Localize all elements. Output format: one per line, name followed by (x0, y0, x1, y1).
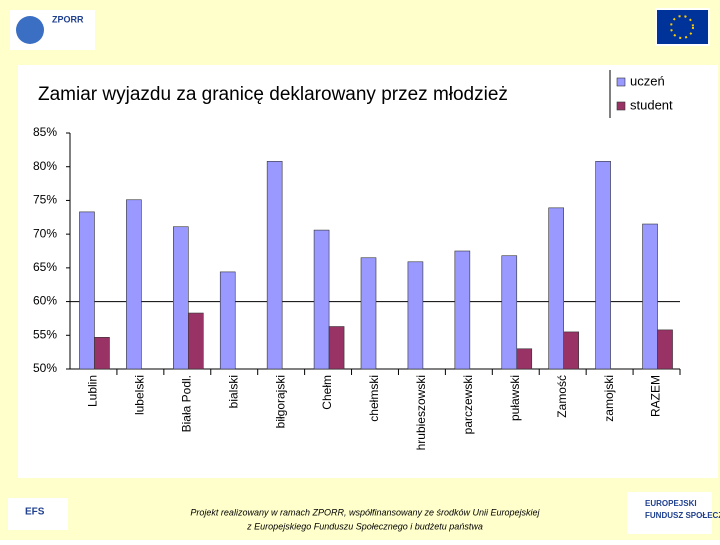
footer-text: z Europejskiego Funduszu Społecznego i b… (246, 521, 483, 531)
x-tick-label: zamojski (602, 375, 616, 422)
y-tick-label: 70% (33, 226, 57, 240)
logo-icon (16, 16, 44, 44)
logo-text: FUNDUSZ SPOŁECZNY (645, 511, 720, 520)
logo-box (627, 492, 712, 534)
x-tick-label: Biała Podl. (179, 375, 193, 432)
x-tick-label: RAZEM (649, 375, 663, 417)
bar (328, 326, 345, 370)
bar (501, 255, 518, 370)
logo-zporr: ZPORR (10, 10, 95, 50)
logo-efs-right: EUROPEJSKI FUNDUSZ SPOŁECZNY (627, 492, 720, 534)
footer-text: Projekt realizowany w ramach ZPORR, wspó… (190, 507, 540, 517)
x-tick-label: puławski (508, 375, 522, 421)
logo-text: EUROPEJSKI (645, 499, 697, 508)
chart-title: Zamiar wyjazdu za granicę deklarowany pr… (38, 84, 508, 105)
bar (94, 337, 110, 370)
bar (642, 223, 658, 370)
bar (126, 199, 142, 370)
x-tick-label: bialski (226, 375, 240, 408)
logo-efs: EFS (8, 498, 68, 530)
bar (360, 257, 377, 370)
bar (516, 348, 533, 370)
x-tick-label: hrubieszowski (414, 375, 428, 450)
logo-text: EFS (25, 507, 45, 518)
bar (266, 161, 283, 370)
y-tick-label: 75% (33, 193, 57, 207)
bar (407, 261, 424, 370)
logo-text: ZPORR (52, 14, 84, 24)
y-tick-label: 80% (33, 159, 57, 173)
bar (563, 331, 579, 370)
x-tick-label: Zamość (555, 375, 569, 418)
bar (188, 312, 204, 370)
logo-box (8, 498, 68, 530)
eu-flag (655, 8, 710, 46)
legend-label: uczeń (630, 73, 665, 88)
bar (173, 226, 189, 370)
x-tick-label: biłgorajski (273, 375, 287, 428)
x-tick-label: lubelski (133, 375, 147, 415)
x-tick-label: Chełm (320, 375, 334, 410)
x-tick-label: Lublin (86, 375, 100, 407)
legend-swatch (616, 101, 626, 111)
y-tick-label: 50% (33, 361, 57, 375)
bar (313, 229, 330, 370)
legend-swatch (616, 77, 626, 87)
bar (79, 211, 95, 370)
y-tick-label: 60% (33, 294, 57, 308)
bar (219, 271, 236, 370)
bar (548, 207, 564, 370)
legend-label: student (630, 97, 673, 112)
x-tick-label: parczewski (461, 375, 475, 434)
bar (454, 250, 471, 370)
x-tick-label: chełmski (367, 375, 381, 422)
bar (657, 329, 673, 370)
flag (657, 10, 708, 44)
y-tick-label: 55% (33, 327, 57, 341)
flag-stars (670, 15, 694, 39)
y-tick-label: 65% (33, 260, 57, 274)
y-tick-label: 85% (33, 125, 57, 139)
bar (595, 161, 611, 370)
